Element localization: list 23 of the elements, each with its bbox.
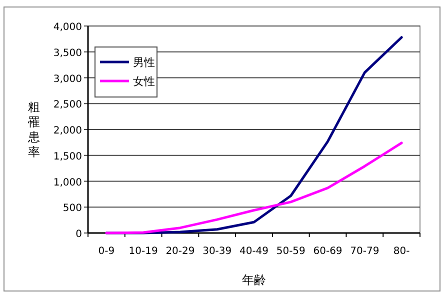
x-tick-label: 50-59 — [276, 246, 306, 257]
line-series — [105, 142, 403, 234]
x-tick-label: 30-39 — [202, 246, 232, 257]
x-tick-label: 20-29 — [166, 246, 195, 257]
y-axis-title: 粗罹患率 — [27, 100, 40, 159]
x-axis-title: 年齢 — [242, 273, 266, 287]
y-tick-label: 2,000 — [53, 126, 82, 136]
y-tick-label: 4,000 — [53, 22, 82, 33]
y-tick-label: 3,000 — [53, 74, 82, 85]
y-tick-label: 3,500 — [53, 48, 82, 59]
y-tick-label: 1,500 — [53, 151, 82, 162]
x-tick-label: 70-79 — [350, 246, 380, 257]
x-tick-label: 80- — [393, 246, 410, 257]
y-tick-label: 0 — [76, 229, 82, 240]
y-tick-label: 500 — [62, 203, 82, 214]
x-tick-label: 60-69 — [313, 246, 342, 257]
x-tick-label: 10-19 — [128, 246, 158, 257]
y-tick-label: 1,000 — [53, 177, 82, 188]
x-tick-label: 40-49 — [239, 246, 269, 257]
legend-label: 男性 — [133, 56, 155, 69]
y-tick-label: 2,500 — [53, 100, 82, 111]
legend-label: 女性 — [133, 75, 155, 88]
x-tick-label: 0-9 — [98, 246, 115, 257]
